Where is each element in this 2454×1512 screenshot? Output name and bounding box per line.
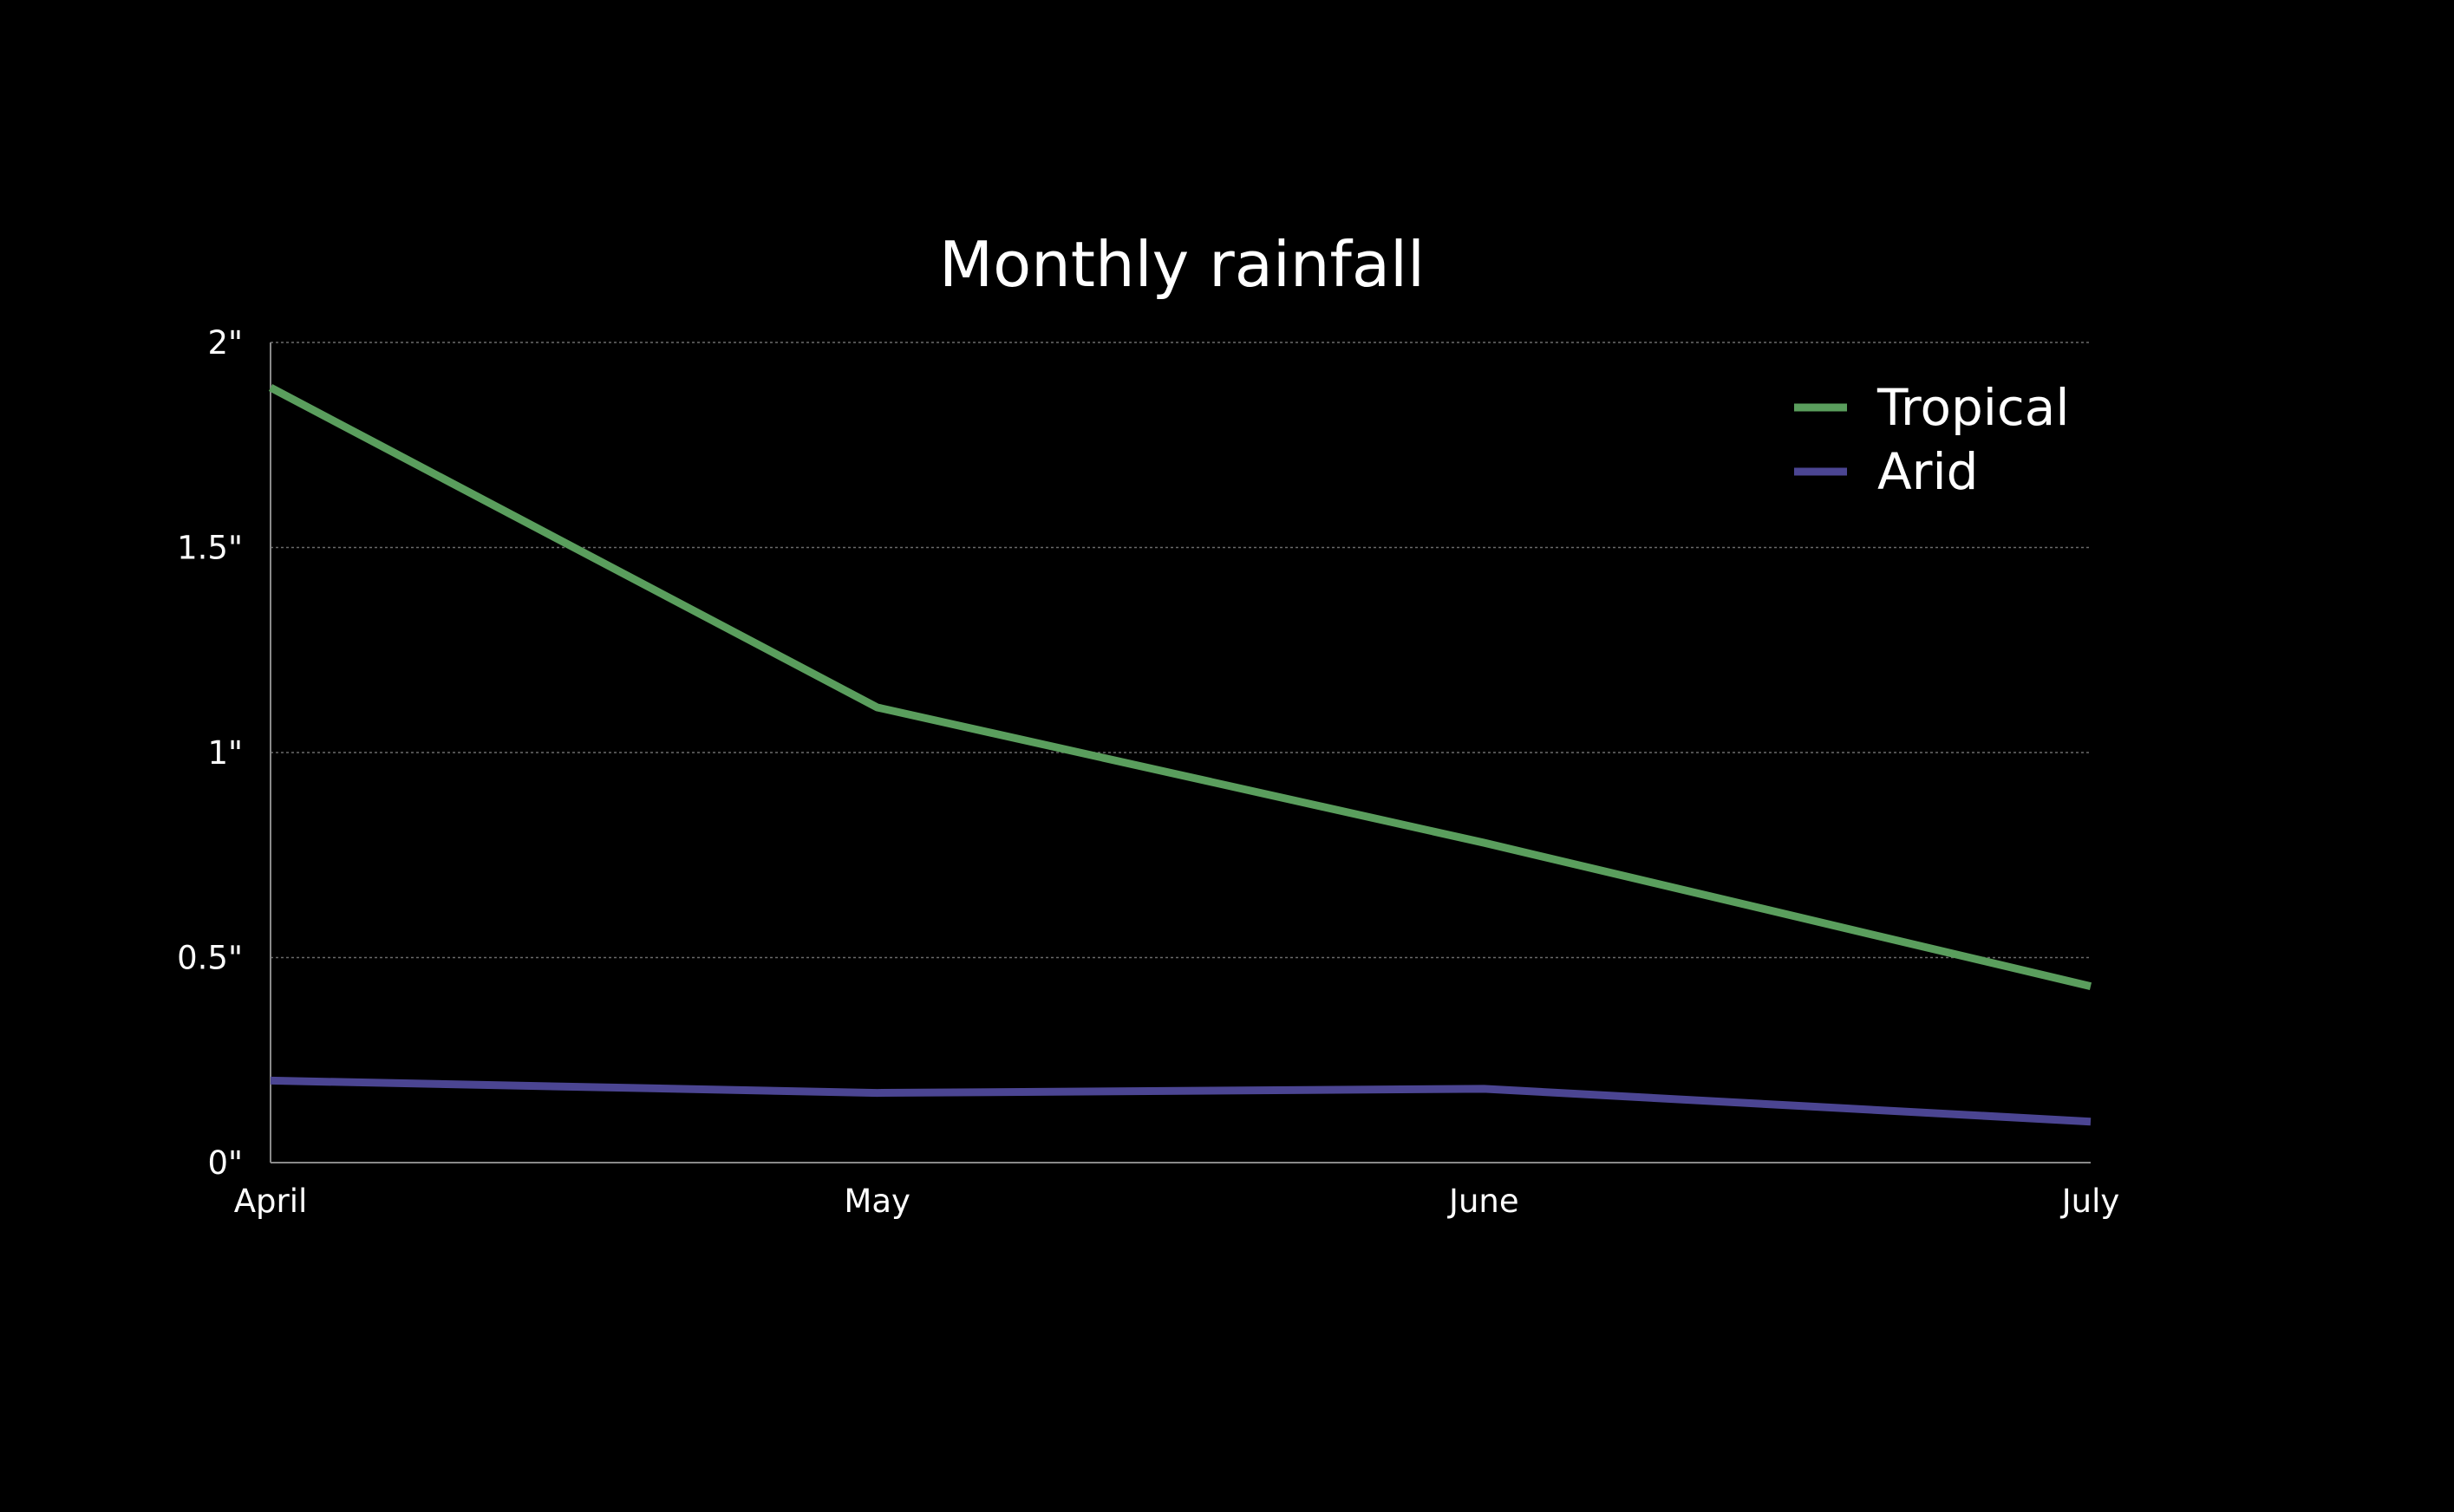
series-lines xyxy=(268,384,2092,1126)
y-tick-label: 1" xyxy=(207,734,243,772)
y-tick-label: 0" xyxy=(207,1144,243,1182)
y-tick-label: 0.5" xyxy=(177,940,243,977)
grid-lines xyxy=(271,342,2091,959)
x-tick-label: April xyxy=(234,1183,308,1220)
x-tick-label: May xyxy=(844,1183,910,1220)
legend-label-tropical: Tropical xyxy=(1876,378,2069,437)
series-line-tropical xyxy=(268,384,2092,990)
x-tick-label: June xyxy=(1447,1183,1519,1220)
axes: 0" 0.5" 1" 1.5" 2" April May June July xyxy=(177,324,2119,1220)
legend-label-arid: Arid xyxy=(1877,442,1978,501)
x-tick-label: July xyxy=(2060,1183,2120,1220)
chart-title: Monthly rainfall xyxy=(939,228,1425,301)
y-tick-label: 2" xyxy=(207,324,243,362)
series-line-arid xyxy=(270,1076,2092,1126)
y-tick-label: 1.5" xyxy=(177,530,243,567)
